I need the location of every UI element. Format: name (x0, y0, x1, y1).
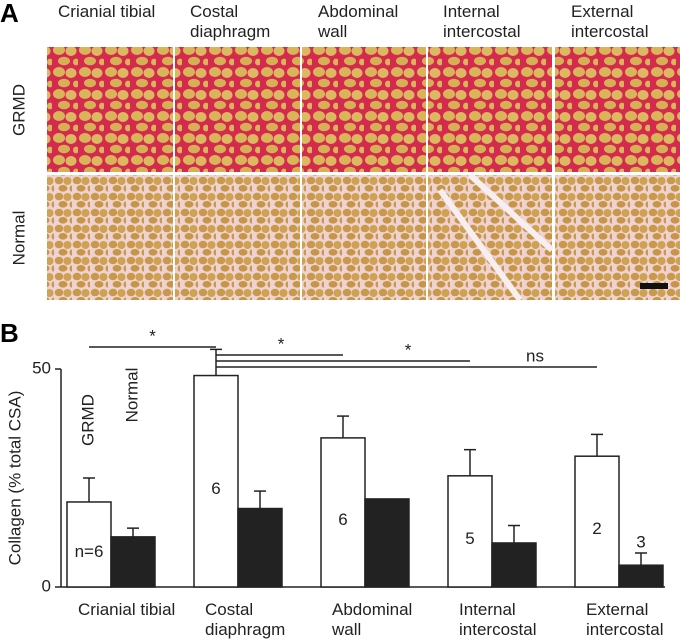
bar-label: 1 (382, 540, 391, 559)
micrograph (555, 175, 680, 300)
row-label: GRMD (9, 84, 28, 136)
micrograph (302, 175, 426, 300)
bar-label: 6 (338, 510, 347, 529)
panel-label: B (0, 318, 19, 348)
significance-label: ns (526, 346, 544, 365)
bar (110, 536, 156, 588)
bar-label: 3 (509, 562, 518, 581)
micrograph (47, 175, 173, 300)
significance-label: * (149, 326, 156, 345)
significance-label: * (278, 334, 285, 353)
bar-label: 5 (465, 529, 474, 548)
column-header: Abdominal wall (318, 2, 399, 41)
histology-grid (47, 47, 680, 302)
legend-label: GRMD (78, 394, 97, 446)
bar (618, 564, 664, 588)
y-tick-label: 0 (42, 576, 51, 595)
row-label: Normal (9, 211, 28, 266)
column-header: Costal diaphragm (190, 2, 271, 41)
y-axis-label: Collagen (% total CSA) (5, 391, 24, 566)
bar (237, 507, 283, 588)
y-tick-label: 50 (32, 358, 51, 377)
micrograph (47, 47, 173, 172)
x-tick-label: External intercostal (586, 600, 664, 639)
x-tick-label: Crianial tibial (78, 600, 176, 619)
bar (66, 501, 112, 588)
bar (193, 374, 239, 588)
legend-label: Normal (122, 368, 141, 423)
micrograph (302, 47, 426, 172)
bar-label: 3 (636, 533, 645, 552)
column-header: Internal intercostal (443, 2, 521, 41)
bar (447, 475, 493, 588)
tissue-gap (437, 172, 555, 302)
micrograph (175, 175, 300, 300)
bar (574, 455, 620, 588)
x-tick-label: Internal intercostal (459, 600, 537, 639)
bar-label: n=6 (75, 542, 104, 561)
micrograph (555, 47, 680, 172)
bar-label: 3 (255, 545, 264, 564)
bar (491, 542, 537, 588)
bar-label: 6 (211, 479, 220, 498)
column-header: Crianial tibial (58, 2, 156, 21)
x-tick-label: Costal diaphragm (205, 600, 286, 639)
scale-bar (640, 283, 668, 289)
bar-label: 3 (128, 559, 137, 578)
micrograph (175, 47, 300, 172)
column-header: External intercostal (571, 2, 649, 41)
x-tick-label: Abdominal wall (332, 600, 413, 639)
panel-label: A (0, 0, 19, 28)
bar-label: 2 (592, 519, 601, 538)
micrograph (428, 47, 552, 172)
significance-label: * (405, 340, 412, 359)
bar (364, 498, 410, 588)
